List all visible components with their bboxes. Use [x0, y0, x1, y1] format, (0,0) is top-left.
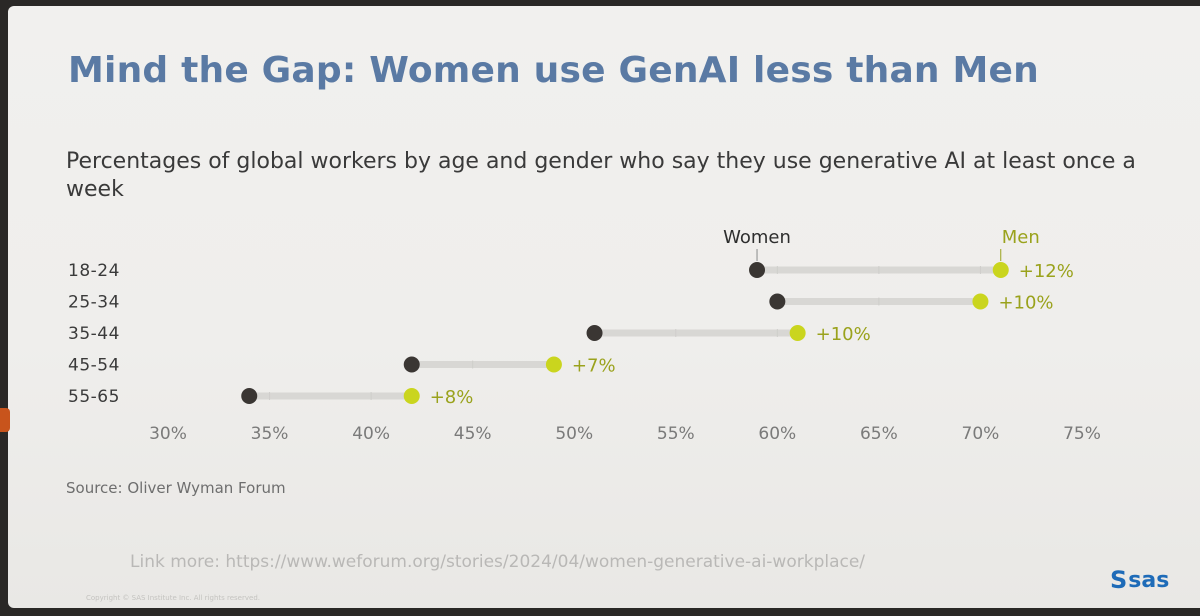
x-tick-label: 55%: [657, 424, 695, 444]
gap-label: +12%: [1019, 261, 1074, 282]
reference-link[interactable]: Link more: https://www.weforum.org/stori…: [130, 552, 866, 572]
x-tick-label: 35%: [251, 424, 289, 444]
x-tick-label: 40%: [352, 424, 390, 444]
sas-logo-text: sas: [1128, 567, 1170, 593]
women-dot: [586, 325, 603, 341]
legend-men-label: Men: [1002, 227, 1040, 248]
x-tick-label: 30%: [149, 424, 187, 444]
men-dot: [972, 293, 989, 310]
category-label: 55-65: [68, 387, 120, 407]
women-dot: [749, 262, 766, 278]
x-tick-label: 70%: [962, 424, 1000, 444]
category-label: 35-44: [68, 324, 120, 344]
x-tick-label: 45%: [454, 424, 492, 444]
legend-women-label: Women: [723, 227, 791, 248]
men-dot: [789, 325, 806, 341]
women-dot: [769, 293, 786, 310]
category-label: 18-24: [68, 261, 120, 281]
slide: Mind the Gap: Women use GenAI less than …: [8, 6, 1200, 608]
source-note: Source: Oliver Wyman Forum: [66, 479, 286, 497]
x-tick-label: 60%: [758, 424, 796, 444]
women-dot: [241, 388, 258, 404]
sas-logo-icon: S: [1110, 566, 1128, 594]
category-label: 25-34: [68, 293, 120, 313]
sas-logo: S sas: [1110, 566, 1169, 594]
chart-subtitle: Percentages of global workers by age and…: [66, 149, 1136, 202]
page-title: Mind the Gap: Women use GenAI less than …: [68, 50, 1039, 91]
men-dot: [545, 356, 562, 373]
category-label: 45-54: [68, 356, 120, 376]
x-tick-label: 75%: [1063, 424, 1101, 444]
women-dot: [403, 356, 420, 373]
gap-label: +8%: [430, 387, 474, 408]
men-dot: [403, 388, 420, 404]
gap-label: +7%: [572, 356, 616, 377]
copyright-notice: Copyright © SAS Institute Inc. All right…: [86, 594, 260, 602]
x-tick-label: 65%: [860, 424, 898, 444]
gap-label: +10%: [998, 293, 1053, 314]
laser-pointer-mark: [0, 408, 10, 432]
gap-label: +10%: [816, 324, 871, 345]
x-tick-label: 50%: [555, 424, 593, 444]
men-dot: [992, 262, 1009, 278]
